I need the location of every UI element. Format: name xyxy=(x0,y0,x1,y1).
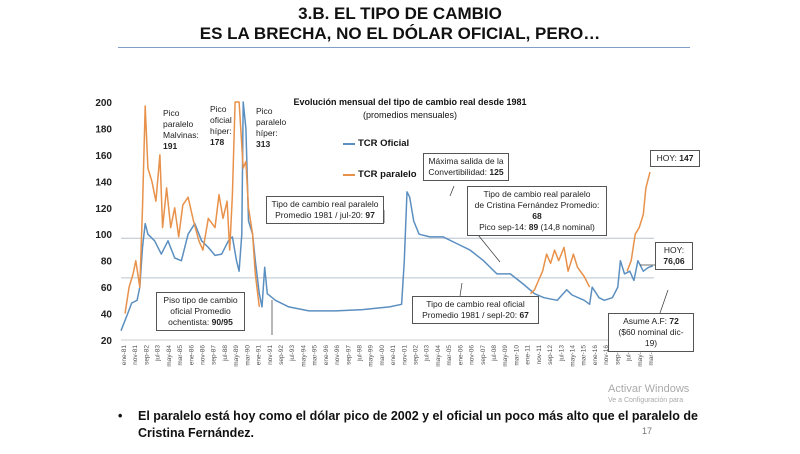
x-tick-label: sep-82 xyxy=(143,345,150,365)
title-divider xyxy=(118,47,690,48)
x-tick-label: nov-01 xyxy=(401,345,408,365)
x-tick-label: mar-15 xyxy=(581,345,588,366)
x-tick-label: ene-11 xyxy=(525,345,532,365)
x-tick-label: nov-91 xyxy=(267,345,274,365)
annotation-pointer xyxy=(659,289,669,314)
annotation-asume: Asume A.F: 72 ($60 nominal dic-19) xyxy=(608,313,694,352)
y-tick-label: 140 xyxy=(95,177,112,188)
x-tick-label: mar-90 xyxy=(244,345,251,366)
series-line-oficial xyxy=(120,101,653,331)
legend-oficial: TCR Oficial xyxy=(343,138,409,149)
x-tick-label: jul-08 xyxy=(491,345,498,362)
annotation-malvinas: Pico paralelo Malvinas: 191 xyxy=(163,108,199,151)
legend-paralelo: TCR paralelo xyxy=(343,169,417,180)
x-tick-label: mar-20 xyxy=(648,345,655,366)
x-tick-label: ene-81 xyxy=(121,345,128,366)
page-number: 17 xyxy=(642,426,653,436)
x-tick-label: mar-05 xyxy=(446,345,453,366)
x-tick-label: sep-87 xyxy=(211,345,218,365)
x-tick-label: ene-06 xyxy=(457,345,464,366)
x-tick-label: jul-93 xyxy=(289,345,296,362)
annotation-paralelo-hiper: Pico paralelo híper: 313 xyxy=(256,106,287,149)
annotation-cfk: Tipo de cambio real paralelo de Cristina … xyxy=(467,186,607,236)
annotation-prom-oficial: Tipo de cambio real oficial Promedio 1981… xyxy=(412,296,539,324)
annotation-pointer xyxy=(459,282,463,297)
chart-subtitle: (promedios mensuales) xyxy=(362,110,458,120)
x-tick-label: nov-16 xyxy=(603,345,610,365)
x-tick-label: mar-00 xyxy=(379,345,386,366)
annotation-pointer xyxy=(449,185,455,197)
annotation-prom-paralelo: Tipo de cambio real paralelo Promedio 198… xyxy=(266,196,384,224)
x-tick-label: nov-11 xyxy=(536,345,543,365)
x-tick-label: jul-98 xyxy=(356,345,363,362)
x-tick-label: mar-85 xyxy=(177,345,184,366)
x-tick-label: ene-01 xyxy=(390,345,397,366)
x-tick-label: ene-91 xyxy=(256,345,263,366)
x-tick-label: jul-88 xyxy=(222,345,229,362)
series-line-paralelo xyxy=(626,171,651,272)
x-tick-label: ene-16 xyxy=(592,345,599,366)
series-line-paralelo xyxy=(529,246,591,295)
y-tick-label: 200 xyxy=(95,98,112,109)
x-tick-label: may-19 xyxy=(637,345,644,367)
slide-title-line2: ES LA BRECHA, NO EL DÓLAR OFICIAL, PERO… xyxy=(199,24,601,43)
y-tick-label: 120 xyxy=(95,204,112,215)
y-tick-label: 180 xyxy=(95,124,112,135)
windows-watermark: Activar Windows Ve a Configuración para xyxy=(608,383,690,404)
x-tick-label: may-99 xyxy=(368,345,375,367)
x-tick-label: mar-95 xyxy=(312,345,319,366)
annotation-oficial-hiper: Pico oficial híper: 178 xyxy=(210,104,232,147)
x-tick-label: jul-18 xyxy=(626,345,633,362)
x-tick-label: jul-13 xyxy=(558,345,565,362)
x-tick-label: nov-96 xyxy=(334,345,341,365)
x-tick-label: may-89 xyxy=(233,345,240,367)
x-tick-label: may-94 xyxy=(300,345,307,367)
series-line-paralelo xyxy=(124,101,261,314)
x-tick-label: nov-86 xyxy=(199,345,206,365)
bullet-text: • El paralelo está hoy como el dólar pic… xyxy=(118,409,698,440)
x-tick-label: nov-06 xyxy=(469,345,476,365)
y-tick-label: 60 xyxy=(101,283,113,294)
y-tick-label: 80 xyxy=(101,257,113,268)
x-tick-label: sep-07 xyxy=(480,345,487,365)
x-tick-label: sep-02 xyxy=(413,345,420,365)
y-tick-label: 100 xyxy=(95,230,112,241)
annotation-convertibilidad: Máxima salida de la Convertibilidad: 125 xyxy=(423,153,509,181)
x-tick-label: sep-92 xyxy=(278,345,285,365)
x-tick-label: may-04 xyxy=(435,345,442,367)
x-tick-label: jul-83 xyxy=(155,345,162,362)
annotation-piso: Piso tipo de cambio oficial Promedio ochen… xyxy=(156,292,245,331)
x-tick-label: ene-86 xyxy=(188,345,195,366)
annotation-hoy-paralelo: HOY: 147 xyxy=(650,150,700,167)
annotation-hoy-oficial: HOY: 76,06 xyxy=(655,242,693,270)
x-tick-label: sep-12 xyxy=(547,345,554,365)
x-tick-label: may-09 xyxy=(502,345,509,367)
x-tick-label: mar-10 xyxy=(513,345,520,366)
y-tick-label: 20 xyxy=(101,336,113,347)
y-tick-label: 160 xyxy=(95,151,112,162)
chart-title: Evolución mensual del tipo de cambio rea… xyxy=(293,97,527,107)
x-tick-label: sep-97 xyxy=(345,345,352,365)
slide-title-line1: 3.B. EL TIPO DE CAMBIO xyxy=(298,4,502,23)
x-tick-label: nov-81 xyxy=(132,345,139,365)
x-tick-label: ene-96 xyxy=(323,345,330,366)
x-tick-label: may-14 xyxy=(570,345,577,367)
x-tick-label: sep-17 xyxy=(614,345,621,365)
y-tick-label: 40 xyxy=(101,310,113,321)
x-tick-label: may-84 xyxy=(166,345,173,367)
x-tick-label: jul-03 xyxy=(424,345,431,362)
